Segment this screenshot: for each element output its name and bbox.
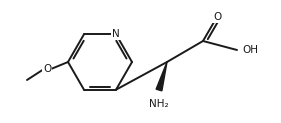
Text: O: O (213, 12, 221, 22)
Polygon shape (156, 62, 167, 91)
Text: O: O (43, 64, 51, 74)
Text: OH: OH (242, 45, 258, 55)
Text: NH₂: NH₂ (149, 99, 169, 109)
Text: N: N (112, 29, 120, 39)
